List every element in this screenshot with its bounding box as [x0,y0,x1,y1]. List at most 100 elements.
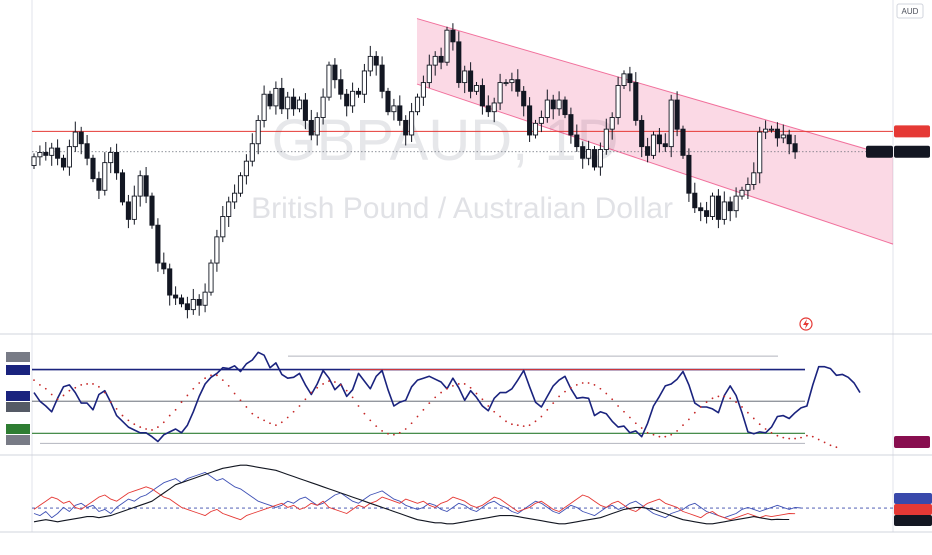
channel-upper-line[interactable] [416,18,894,158]
candle[interactable] [143,167,149,204]
candle[interactable] [326,61,332,101]
candle[interactable] [149,192,155,229]
candle[interactable] [302,93,308,130]
candle[interactable] [768,125,775,133]
candle[interactable] [645,137,651,163]
candle[interactable] [125,194,131,229]
candle[interactable] [273,81,279,115]
candle[interactable] [403,115,409,146]
candle[interactable] [586,140,592,166]
candle[interactable] [285,91,291,120]
candle[interactable] [167,263,173,306]
candle[interactable] [72,121,78,152]
candle[interactable] [102,152,108,196]
candle[interactable] [603,118,609,155]
candle[interactable] [137,170,143,207]
candle[interactable] [361,63,367,103]
candle[interactable] [114,143,120,180]
candle[interactable] [261,85,267,128]
candle[interactable] [627,66,633,92]
candle[interactable] [568,107,574,144]
candle[interactable] [757,126,763,184]
candle[interactable] [774,122,780,147]
candle[interactable] [668,94,674,158]
candle[interactable] [456,31,462,88]
candle[interactable] [196,294,202,316]
candle[interactable] [727,196,733,222]
candle[interactable] [633,72,639,126]
candle[interactable] [409,102,415,142]
candle[interactable] [733,187,739,218]
candle[interactable] [704,201,710,224]
candle[interactable] [255,115,261,155]
candle[interactable] [314,112,320,146]
candle[interactable] [562,96,568,119]
candle[interactable] [291,88,297,116]
candle[interactable] [320,88,326,125]
candle[interactable] [414,93,421,116]
candle[interactable] [609,112,615,140]
dmi-panel[interactable] [32,464,932,526]
candle[interactable] [544,89,550,123]
candle[interactable] [355,87,362,98]
candle[interactable] [385,87,391,116]
candle[interactable] [161,252,167,275]
candle[interactable] [66,139,72,176]
candle[interactable] [538,110,544,133]
candle[interactable] [621,70,627,89]
candle[interactable] [108,147,114,174]
candle[interactable] [391,98,397,121]
price-panel[interactable] [31,18,930,319]
candle[interactable] [580,141,586,169]
candle[interactable] [155,218,161,272]
candle[interactable] [715,189,721,229]
candle[interactable] [178,294,185,308]
candle[interactable] [550,94,556,120]
candle[interactable] [745,177,751,200]
lightning-icon[interactable] [799,317,813,331]
candle[interactable] [432,51,438,76]
candle[interactable] [491,97,497,123]
candle[interactable] [509,72,515,92]
candle[interactable] [184,296,190,319]
candle[interactable] [692,182,698,213]
candle[interactable] [450,23,456,51]
candle[interactable] [420,75,426,106]
candle[interactable] [84,134,90,166]
candle[interactable] [296,96,303,113]
candle[interactable] [37,145,43,166]
candle[interactable] [237,172,244,197]
candle[interactable] [639,115,645,158]
candle[interactable] [674,91,680,137]
dmi-line[interactable] [33,471,802,519]
candle[interactable] [792,134,798,159]
candle[interactable] [208,259,214,296]
candle[interactable] [497,73,503,110]
candle[interactable] [515,69,521,97]
candle[interactable] [426,54,432,88]
candle[interactable] [31,153,37,170]
candle[interactable] [597,142,603,176]
candle[interactable] [503,79,509,87]
candle[interactable] [232,184,238,209]
candle[interactable] [367,45,373,77]
candle[interactable] [190,288,196,315]
candle[interactable] [786,129,792,155]
candle[interactable] [55,139,61,166]
candle[interactable] [444,26,450,66]
candle[interactable] [462,65,468,94]
candle[interactable] [131,185,137,225]
candle[interactable] [43,141,49,161]
candle[interactable] [479,78,485,115]
candle[interactable] [485,95,491,117]
candle[interactable] [220,206,226,243]
candle[interactable] [438,47,444,70]
candle[interactable] [60,154,67,171]
candle[interactable] [373,51,379,76]
candle[interactable] [686,148,692,202]
candle[interactable] [615,76,621,125]
candle[interactable] [709,192,716,220]
candle[interactable] [763,120,769,140]
candle[interactable] [591,146,598,171]
